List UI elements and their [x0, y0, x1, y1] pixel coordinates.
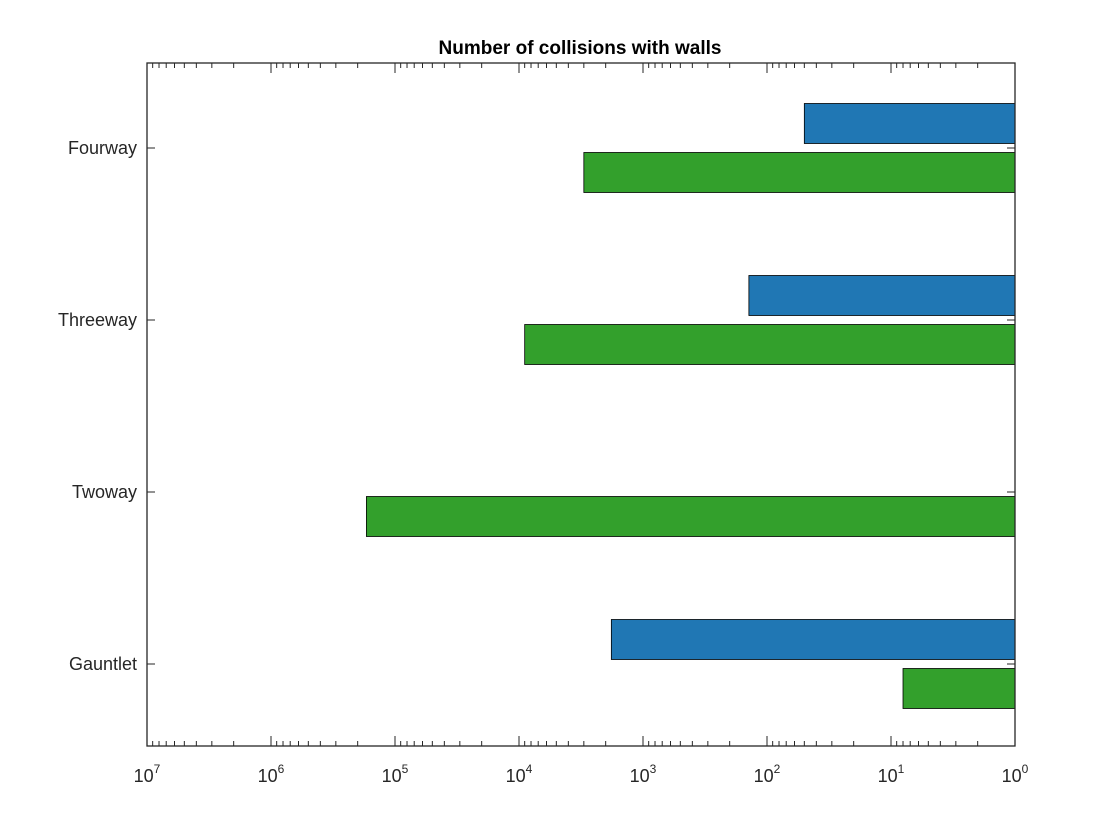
bar-threeway-series-1 — [748, 275, 1016, 316]
y-label-gauntlet: Gauntlet — [69, 654, 137, 674]
x-tick-label: 101 — [878, 762, 905, 786]
x-tick-label: 102 — [754, 762, 781, 786]
x-tick-label: 103 — [630, 762, 657, 786]
bar-fourway-series-1 — [803, 103, 1016, 144]
y-label-fourway: Fourway — [68, 138, 137, 158]
x-tick-labels: 107 106 105 104 103 102 101 100 — [134, 762, 1029, 786]
y-label-twoway: Twoway — [72, 482, 137, 502]
bar-gauntlet-series-2 — [902, 668, 1016, 709]
y-label-threeway: Threeway — [58, 310, 137, 330]
plot-frame — [146, 62, 1016, 747]
ticks-layer — [146, 63, 1016, 746]
x-tick-label: 100 — [1002, 762, 1029, 786]
chart-title: Number of collisions with walls — [439, 38, 722, 59]
x-tick-label: 106 — [258, 762, 285, 786]
y-tick-labels: Gauntlet Twoway Threeway Fourway — [58, 138, 137, 674]
bar-gauntlet-series-1 — [610, 619, 1016, 660]
bar-threeway-series-2 — [524, 324, 1016, 365]
bar-fourway-series-2 — [583, 152, 1016, 193]
x-tick-label: 107 — [134, 762, 161, 786]
x-tick-label: 104 — [506, 762, 533, 786]
x-tick-label: 105 — [382, 762, 409, 786]
bar-twoway-series-2 — [366, 496, 1016, 537]
bars-layer — [366, 103, 1016, 709]
